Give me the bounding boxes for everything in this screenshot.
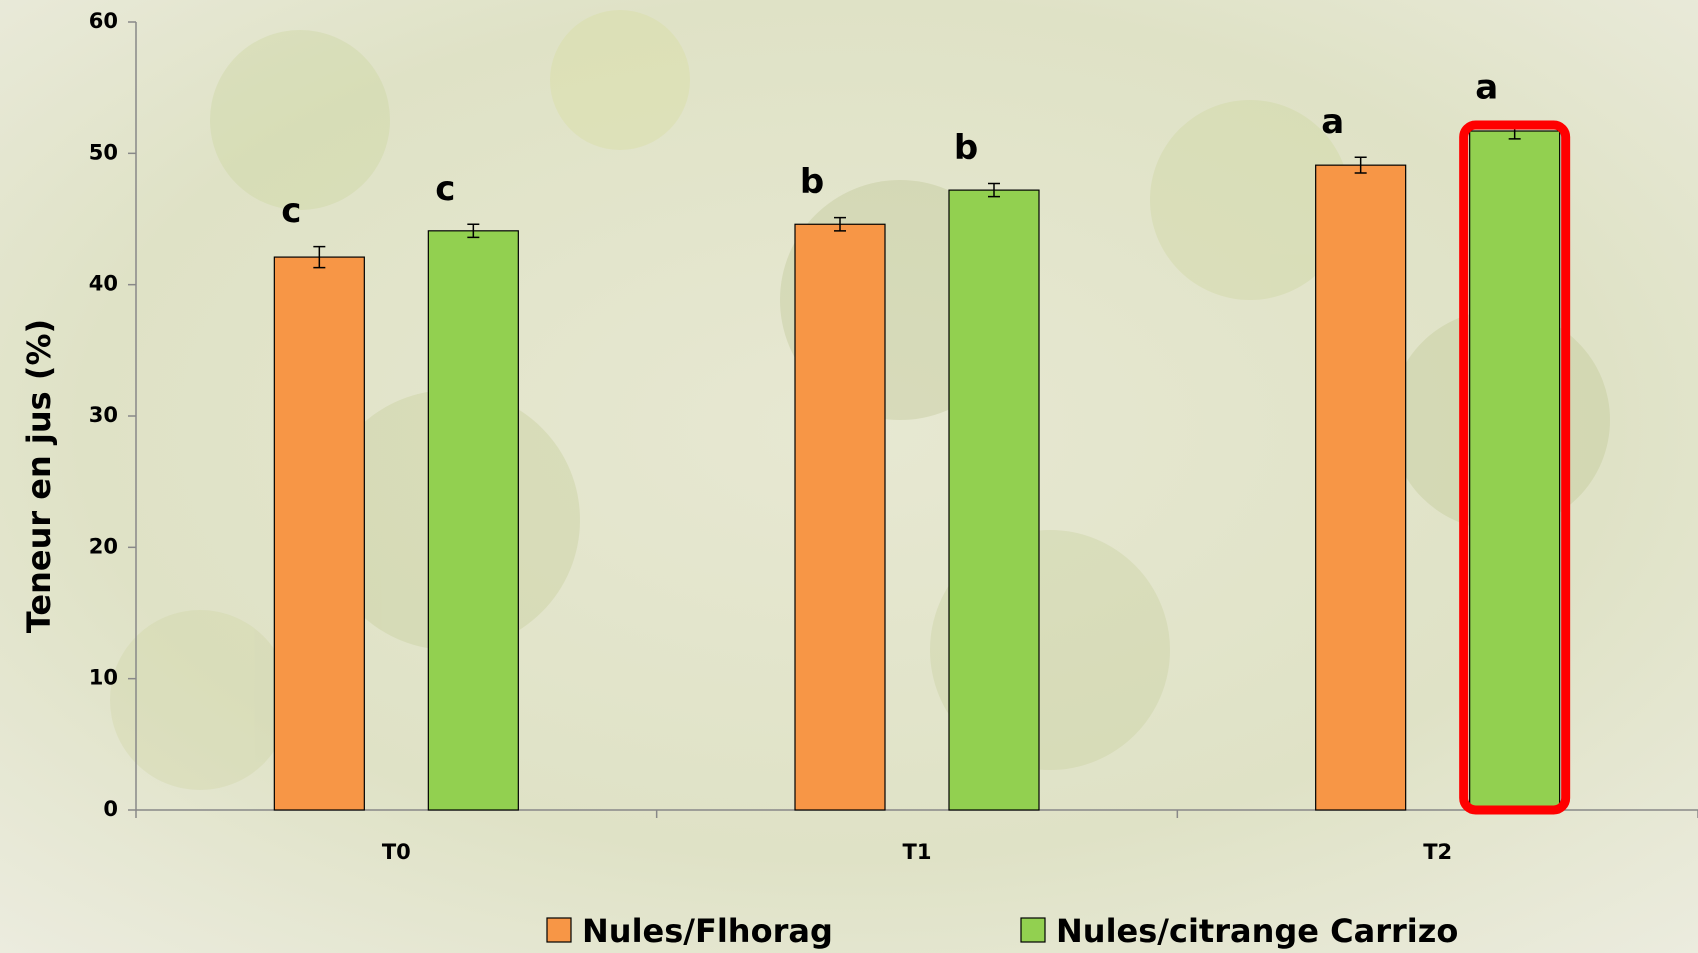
y-tick-label: 50 [89,140,118,164]
significance-letter: c [435,169,455,209]
significance-letter: b [954,128,978,168]
y-axis-label: Teneur en jus (%) [20,319,58,633]
bar [1469,130,1561,811]
legend-swatch [546,917,572,943]
y-tick-label: 20 [89,534,118,558]
y-tick-label: 40 [89,272,118,296]
highlight-box [1459,120,1571,815]
error-bar [467,223,480,239]
x-tick-label: T1 [903,840,932,864]
bar [273,256,365,811]
bar [1315,164,1407,811]
bar [794,223,886,811]
error-bar [313,245,326,269]
significance-letter: b [800,162,824,202]
bar [427,230,519,811]
error-bar [1354,156,1367,174]
bar [948,189,1040,811]
y-tick-label: 60 [89,9,118,33]
y-tick-label: 0 [103,797,118,821]
x-tick-label: T0 [382,840,411,864]
significance-letter: c [281,191,301,231]
error-bar [988,182,1000,198]
x-tick-label: T2 [1423,840,1452,864]
y-tick-label: 10 [89,666,118,690]
error-bar [834,216,846,232]
legend-swatch [1020,917,1046,943]
legend-label: Nules/Flhorag [582,912,833,950]
legend-label: Nules/citrange Carrizo [1056,912,1458,950]
significance-letter: a [1475,68,1498,108]
y-tick-label: 30 [89,403,118,427]
significance-letter: a [1321,102,1344,142]
